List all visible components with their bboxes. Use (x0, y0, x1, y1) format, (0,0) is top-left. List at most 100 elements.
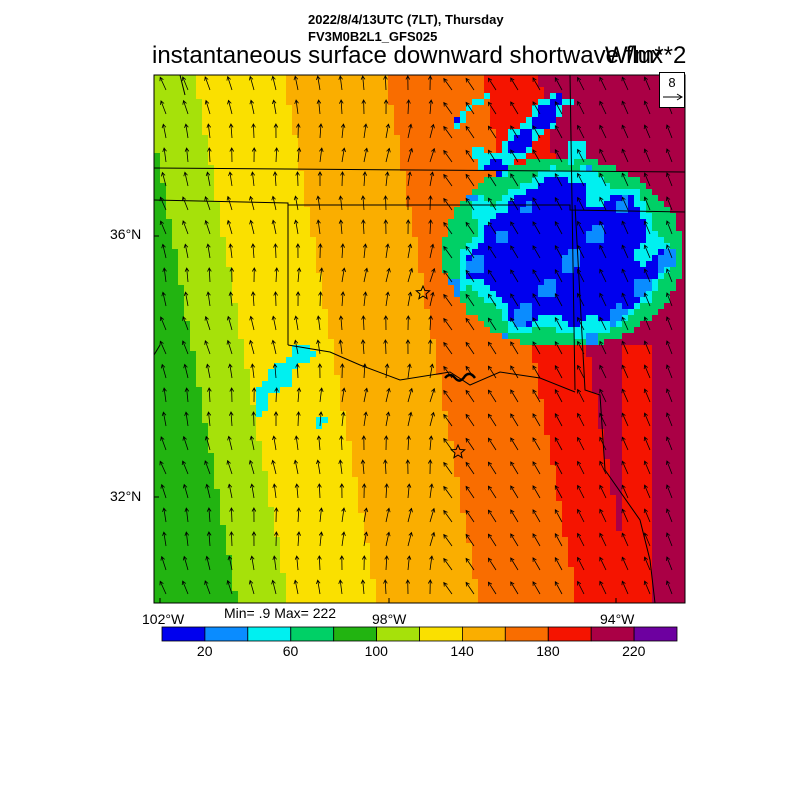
wind-arrow (338, 315, 344, 331)
wind-arrow (206, 291, 211, 307)
state-boundaries (154, 75, 685, 603)
wind-arrow (510, 269, 519, 283)
wind-arrow (362, 363, 367, 379)
wind-arrow (487, 101, 497, 115)
wind-arrow (160, 100, 167, 115)
wind-arrow (532, 149, 541, 163)
colorbar-swatch (161, 626, 206, 642)
wind-arrow (293, 219, 299, 235)
wind-arrow (296, 147, 302, 163)
wind-arrow (577, 364, 585, 379)
wind-arrow (182, 220, 189, 235)
wind-arrow (406, 99, 411, 115)
wind-arrow (274, 387, 279, 403)
wind-arrow (273, 243, 278, 259)
wind-arrow (250, 243, 256, 259)
wind-arrow (487, 221, 497, 235)
wind-arrow (407, 291, 413, 307)
wind-arrow (338, 75, 343, 91)
wind-arrow (577, 268, 585, 283)
wind-arrow (599, 148, 607, 163)
wind-arrow (250, 171, 256, 187)
wind-arrow (465, 269, 475, 283)
wind-arrow (205, 171, 211, 187)
wind-arrow (159, 196, 167, 211)
wind-arrow (293, 75, 299, 91)
wind-arrow (319, 267, 324, 283)
wind-arrow (407, 267, 414, 283)
colorbar-swatch (333, 626, 378, 642)
wind-arrow (385, 267, 391, 283)
wind-arrow (272, 363, 278, 379)
wind-arrow (666, 244, 673, 259)
wind-arrow (363, 387, 369, 403)
wind-arrow (443, 365, 453, 379)
boundary-7 (154, 344, 161, 356)
wind-arrow (443, 125, 453, 139)
wind-arrow (316, 219, 321, 235)
wind-arrow (360, 75, 366, 91)
wind-arrow (340, 171, 345, 187)
wind-arrow (487, 197, 497, 211)
wind-arrow (554, 268, 563, 283)
wind-arrow (294, 99, 299, 115)
wind-arrow (161, 291, 167, 307)
wind-arrow (621, 76, 629, 91)
wind-arrow (487, 365, 497, 379)
wind-arrow (666, 268, 673, 283)
wind-arrow (183, 291, 189, 307)
wind-arrow (577, 316, 585, 331)
wind-arrow (443, 221, 453, 235)
wind-arrow (228, 171, 233, 187)
wind-arrow (429, 147, 436, 163)
wind-arrow (362, 291, 368, 307)
wind-arrow (159, 340, 167, 355)
boundary-0 (154, 167, 685, 173)
wind-arrow (338, 195, 344, 211)
wind-arrow (340, 291, 346, 307)
wind-arrow (251, 387, 257, 403)
wind-arrow (465, 317, 475, 331)
boundary-1 (154, 199, 289, 345)
wind-arrow (405, 75, 411, 91)
wind-arrow (339, 99, 344, 115)
wind-arrow (599, 244, 607, 259)
wind-arrow (317, 363, 323, 379)
wind-arrow (599, 172, 607, 187)
wind-arrow (487, 125, 497, 139)
wind-arrow (554, 172, 563, 187)
wind-arrow (206, 123, 212, 139)
wind-arrow (532, 173, 541, 187)
wind-arrow (577, 172, 585, 187)
wind-arrow (599, 76, 607, 91)
colorbar-swatch (461, 626, 506, 642)
wind-arrow (532, 125, 541, 139)
wind-arrow (510, 125, 519, 139)
colorbar-swatch (633, 626, 678, 642)
wind-arrow (340, 363, 345, 379)
wind-arrow (274, 147, 279, 163)
colorbar-swatch (590, 626, 635, 642)
wind-arrow (666, 340, 673, 355)
wind-arrow (666, 220, 673, 235)
wind-arrow (621, 196, 629, 211)
wind-arrow (428, 99, 434, 115)
wind-arrow (407, 363, 412, 379)
wind-arrow (250, 363, 255, 379)
wind-arrow (338, 339, 344, 355)
wind-arrow (383, 219, 389, 235)
wind-arrow (361, 315, 366, 331)
wind-arrow (251, 267, 257, 283)
wind-arrow (295, 363, 300, 379)
wind-arrow (487, 173, 497, 187)
wind-arrow (384, 363, 390, 379)
wind-arrow (487, 245, 497, 259)
wind-arrow (510, 365, 519, 379)
wind-arrow (532, 341, 541, 355)
wind-arrow (229, 147, 235, 163)
wind-arrow (250, 291, 256, 307)
colorbar-swatch (419, 626, 463, 642)
wind-arrow (161, 171, 167, 187)
wind-arrow (207, 387, 212, 403)
wind-arrow (510, 245, 519, 259)
